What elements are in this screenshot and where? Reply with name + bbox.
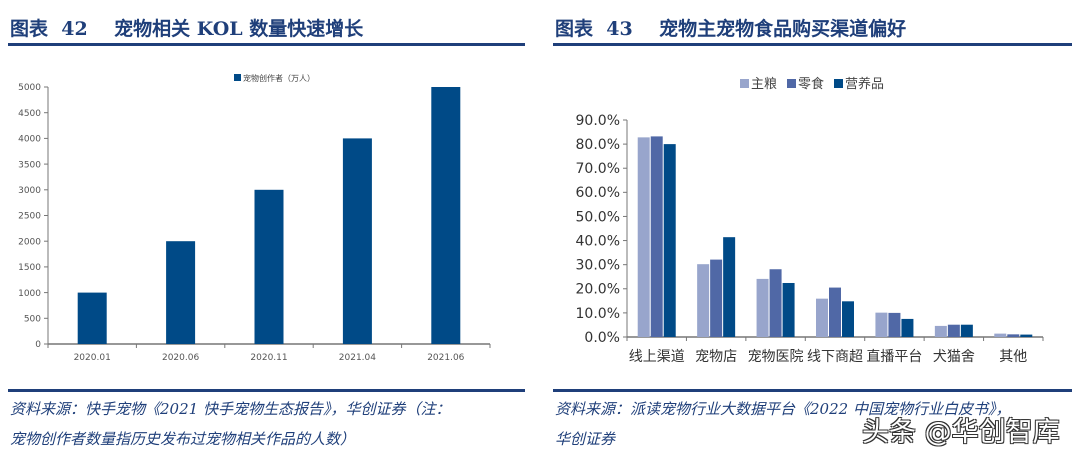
y-tick-label: 4500	[18, 109, 41, 119]
source-line: 宠物创作者数量指历史发布过宠物相关作品的人数）	[10, 430, 356, 448]
bar-主粮-线上渠道	[637, 137, 650, 337]
y-tick-label: 10.0%	[576, 306, 620, 322]
x-tick-label: 犬猫舍	[933, 349, 975, 365]
y-tick-label: 70.0%	[576, 161, 620, 177]
legend-label: 主粮	[751, 77, 777, 92]
footer-divider	[8, 389, 525, 392]
y-tick-label: 30.0%	[576, 258, 620, 274]
bar-营养品-犬猫舍	[960, 324, 973, 337]
bar-主粮-犬猫舍	[934, 325, 947, 337]
y-tick-label: 3000	[18, 186, 41, 196]
y-tick-label: 2000	[18, 237, 41, 247]
x-tick-label: 直播平台	[866, 348, 922, 365]
y-tick-label: 2500	[18, 212, 41, 222]
bar-零食-线上渠道	[650, 136, 663, 337]
bar-宠物创作者（万人）-2020.06	[166, 241, 196, 344]
x-tick-label: 2021.06	[427, 353, 464, 363]
bar-营养品-直播平台	[901, 318, 914, 337]
source-line: 资料来源：派读宠物行业大数据平台《2022 中国宠物行业白皮书》，	[555, 400, 1011, 418]
footer-divider	[553, 389, 1072, 392]
bar-营养品-其他	[1020, 334, 1033, 337]
y-tick-label: 1000	[18, 289, 41, 299]
source-line: 资料来源：快手宠物《2021 快手宠物生态报告》，华创证券（注：	[10, 400, 451, 418]
title-divider	[8, 43, 525, 46]
y-tick-label: 80.0%	[576, 137, 620, 153]
y-tick-label: 0	[35, 340, 41, 350]
legend-label: 营养品	[845, 76, 884, 92]
figure-43-title: 图表 43 宠物主宠物食品购买渠道偏好	[555, 18, 907, 40]
x-tick-label: 宠物医院	[748, 349, 804, 365]
bar-零食-线下商超	[829, 287, 841, 337]
bar-宠物创作者（万人）-2020.01	[77, 292, 107, 344]
legend-label: 零食	[798, 76, 824, 92]
bar-零食-宠物医院	[769, 269, 782, 337]
source-line: 华创证券	[555, 430, 616, 448]
y-tick-label: 0.0%	[584, 330, 620, 346]
legend-swatch	[234, 74, 241, 81]
y-tick-label: 60.0%	[576, 185, 620, 201]
bar-零食-宠物店	[710, 259, 723, 337]
bar-宠物创作者（万人）-2021.04	[342, 138, 372, 344]
y-tick-label: 500	[24, 314, 41, 324]
x-tick-label: 宠物店	[695, 349, 737, 365]
source-note-right: 资料来源：派读宠物行业大数据平台《2022 中国宠物行业白皮书》， 华创证券	[555, 394, 1010, 453]
bar-零食-其他	[1007, 334, 1020, 337]
bar-主粮-其他	[994, 333, 1007, 337]
bar-零食-犬猫舍	[947, 324, 960, 337]
bar-主粮-宠物医院	[756, 278, 769, 337]
source-note-left: 资料来源：快手宠物《2021 快手宠物生态报告》，华创证券（注： 宠物创作者数量…	[10, 394, 450, 453]
bar-主粮-线下商超	[816, 298, 828, 337]
y-tick-label: 20.0%	[576, 282, 620, 298]
bar-主粮-宠物店	[697, 264, 710, 337]
title-divider	[553, 43, 1072, 46]
y-tick-label: 90.0%	[576, 113, 620, 129]
y-tick-label: 3500	[18, 160, 41, 170]
y-tick-label: 40.0%	[576, 233, 620, 249]
y-tick-label: 1500	[18, 263, 41, 273]
purchase-channel-bar-chart: 0.0% 10.0% 20.0% 30.0% 40.0% 50.0% 60.0% 70.0% 8…	[576, 76, 1044, 365]
bar-宠物创作者（万人）-2020.11	[254, 189, 284, 344]
bar-宠物创作者（万人）-2021.06	[431, 87, 461, 344]
x-tick-label: 2020.11	[250, 353, 287, 363]
bar-营养品-宠物医院	[782, 282, 795, 337]
bar-营养品-线下商超	[842, 301, 854, 337]
legend-label: 宠物创作者（万人）	[243, 73, 315, 83]
bar-营养品-宠物店	[723, 237, 736, 337]
x-tick-label: 线下商超	[807, 349, 863, 365]
y-tick-label: 50.0%	[576, 209, 620, 225]
x-tick-label: 线上渠道	[629, 349, 685, 365]
kol-count-bar-chart: 0 500 1000 1500 2000 2500 3000 3500 4000 4500 5000…	[18, 73, 491, 363]
watermark: 头条 @华创智库	[862, 417, 1060, 448]
y-tick-label: 4000	[18, 135, 41, 145]
x-tick-label: 其他	[999, 349, 1027, 365]
bar-零食-直播平台	[888, 312, 901, 337]
bar-营养品-线上渠道	[663, 144, 676, 337]
legend-swatch	[787, 79, 796, 88]
legend-swatch	[834, 79, 843, 88]
x-tick-label: 2020.01	[74, 353, 111, 363]
figure-42-title: 图表 42 宠物相关 KOL 数量快速增长	[10, 18, 364, 40]
x-tick-label: 2020.06	[162, 353, 199, 363]
bar-主粮-直播平台	[875, 312, 888, 337]
y-tick-label: 5000	[18, 83, 41, 93]
legend-swatch	[740, 79, 749, 88]
x-tick-label: 2021.04	[339, 353, 376, 363]
